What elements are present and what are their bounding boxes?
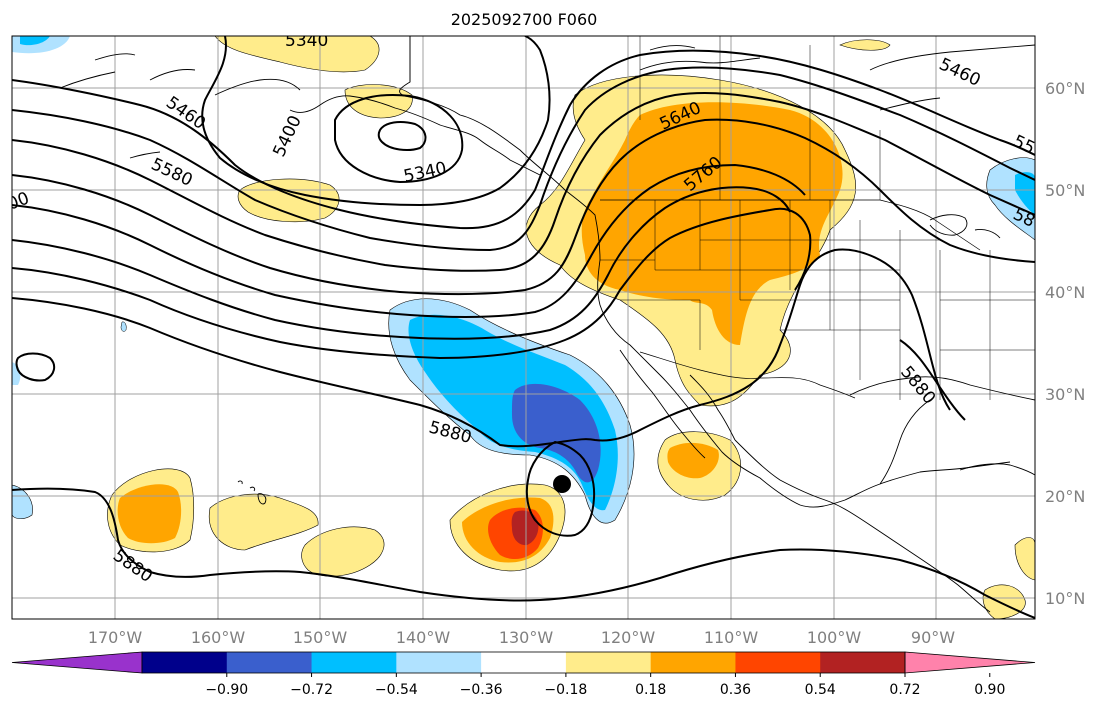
colorbar-tick-label: 0.36 [720,682,751,698]
negative-anomaly-hudson-bay-core [1015,172,1035,215]
lat-label-30n: 30°N [1045,385,1085,404]
coastlines [59,36,1035,613]
contour-5400-low [334,94,464,184]
positive-anomaly-rockies-orange [581,102,843,345]
negative-anomaly-pacific-core [512,383,601,483]
map-title: 2025092700 F060 [450,10,598,29]
anomaly-shading [12,36,1035,619]
contour-5880-loop [525,440,596,537]
baja-coast [619,349,736,459]
colorbar-swatch [396,652,482,673]
negative-anomaly-west-small [12,362,21,385]
positive-anomaly-hawaii-orange [117,484,182,544]
lon-label-120w: 120°W [601,628,656,647]
contour-label: 5340 [285,31,328,51]
storm-marker [553,475,571,493]
positive-anomaly-baja-core [511,510,539,546]
colorbar-extend-low [11,651,143,674]
latitude-labels: 60°N 50°N 40°N 30°N 20°N 10°N [1045,79,1085,608]
contour-5880-south [12,487,1035,619]
map-area: 5340 5400 5460 5340 5580 00 5640 5760 54… [5,31,1035,619]
lat-lon-grid [12,36,1035,619]
map-frame [11,35,1036,620]
colorbar: −0.90 −0.72 −0.54 −0.36 −0.18 0.18 0.36 0.54 0.7… [11,651,1036,698]
negative-anomaly-west-pacific-core [20,36,50,46]
contour-5820 [12,207,812,360]
colorbar-swatch [820,652,906,673]
contour-label: 00 [5,189,32,215]
contour-west-low [15,352,56,382]
positive-anomaly-caribbean [1014,537,1035,581]
gulf-alaska-coast [289,95,541,176]
lon-label-100w: 100°W [807,628,862,647]
colorbar-tick-label: 0.72 [889,682,920,698]
colorbar-frame [141,651,906,674]
colorbar-swatch [142,652,228,673]
alaska-coast [399,36,1011,508]
colorbar-swatch [565,652,652,673]
colorbar-tick-label: −0.72 [290,682,333,698]
positive-anomaly-gulf-alaska [214,36,380,73]
canada-us-border [600,199,981,251]
colorbar-extend-high [904,651,1036,674]
lon-label-130w: 130°W [499,628,554,647]
positive-anomaly-bc [344,84,413,119]
positive-anomaly-hudson [839,39,891,51]
canada-provinces [639,36,881,200]
colorbar-tick-label: −0.36 [460,682,503,698]
contour-5580 [12,91,1035,272]
lon-label-140w: 140°W [396,628,451,647]
lat-label-60n: 60°N [1045,79,1085,98]
positive-anomaly-central-america [982,584,1026,619]
contour-5340-north [201,36,551,207]
lat-label-20n: 20°N [1045,487,1085,506]
lon-label-170w: 170°W [88,628,143,647]
longitude-labels: 170°W 160°W 150°W 140°W 130°W 120°W 110°… [88,628,955,647]
contour-5760 [12,186,791,340]
contour-5700 [12,163,806,318]
contour-5520 [12,66,1035,252]
height-contours [12,36,1035,619]
colorbar-swatch [226,652,313,673]
colorbar-swatch [481,652,567,673]
contour-5640 [12,118,1035,296]
great-lakes [929,214,1001,239]
contour-east-5880 [899,339,966,421]
negative-anomaly-tiny [120,321,127,332]
colorbar-tick-label: 0.18 [635,682,666,698]
colorbar-swatch [311,652,397,673]
negative-anomaly-west-edge [12,484,33,520]
cuba-coast [959,463,1035,476]
positive-anomaly-mexico-orange [667,442,719,479]
colorbar-tick-label: 0.90 [974,682,1005,698]
lat-label-50n: 50°N [1045,181,1085,200]
arctic-coast [639,44,1035,111]
colorbar-tick-label: −0.18 [544,682,587,698]
colorbar-tick-label: 0.54 [805,682,836,698]
lat-label-40n: 40°N [1045,283,1085,302]
lon-label-150w: 150°W [293,628,348,647]
lat-label-10n: 10°N [1045,589,1085,608]
lon-label-160w: 160°W [191,628,246,647]
lon-label-110w: 110°W [704,628,759,647]
positive-anomaly-hawaii-east [208,493,319,551]
colorbar-swatch [735,652,821,673]
mexico-coast [734,439,991,613]
state-lines [600,200,1035,400]
positive-anomaly-east-pacific [301,526,385,577]
contour-5340-low [377,121,427,151]
colorbar-swatch [650,652,736,673]
gulf-coast [849,376,1035,485]
contour-5460 [12,49,1035,230]
colorbar-tick-label: −0.54 [375,682,418,698]
colorbar-tick-label: −0.90 [205,682,248,698]
aleutians-coast [59,53,301,159]
hawaii-islands [237,480,267,505]
lon-label-90w: 90°W [911,628,955,647]
